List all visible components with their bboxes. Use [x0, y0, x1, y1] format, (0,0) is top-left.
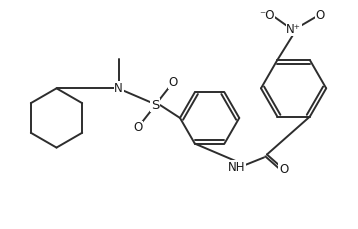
Text: ⁻O: ⁻O	[259, 9, 275, 22]
Text: NH: NH	[228, 161, 245, 174]
Text: N⁺: N⁺	[286, 22, 301, 35]
Text: O: O	[169, 76, 178, 89]
Text: S: S	[151, 99, 159, 112]
Text: O: O	[133, 121, 142, 134]
Text: O: O	[316, 9, 325, 22]
Text: N: N	[114, 82, 123, 95]
Text: O: O	[279, 163, 288, 176]
